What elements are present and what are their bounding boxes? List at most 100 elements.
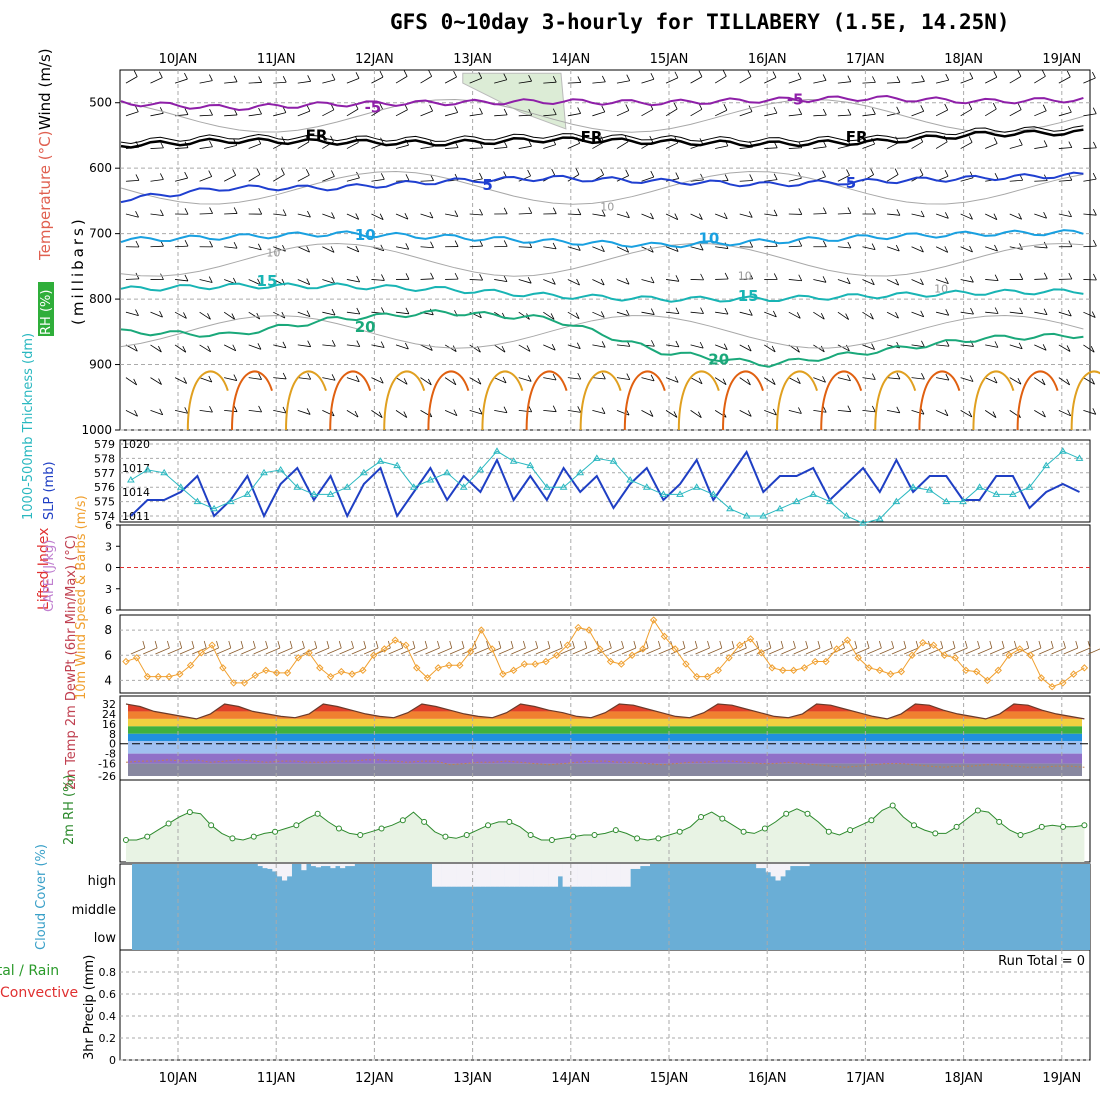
rh-marker — [145, 834, 150, 839]
wind-barb — [838, 82, 851, 83]
rh-marker — [933, 831, 938, 836]
wind-barb — [151, 214, 164, 216]
wind-barb-flag — [823, 109, 826, 115]
wind-barb-flag — [161, 274, 164, 280]
rh-contour-label: 10 — [600, 201, 614, 214]
x-tick-label-bottom: 12JAN — [355, 1071, 394, 1086]
cloud-bar — [442, 864, 447, 887]
wind-barb-flag — [431, 242, 434, 248]
wind10-barb — [990, 648, 1004, 654]
wind10-barb-flag — [990, 641, 992, 648]
wind10-barb-flag — [437, 641, 439, 648]
wind-barb — [789, 410, 802, 413]
wind-barb-flag — [748, 71, 751, 77]
wind-barb — [691, 109, 702, 116]
wind-barb — [1083, 78, 1095, 83]
wind-barb — [200, 115, 213, 116]
wind-barb-flag — [529, 406, 532, 412]
wind-barb — [568, 113, 581, 115]
wind-barb — [642, 79, 654, 83]
cloud-bar — [582, 864, 587, 887]
wind10-barb — [425, 648, 439, 654]
cloud-bar — [601, 864, 606, 887]
wind-barb — [813, 279, 826, 282]
wind-barb-flag — [553, 406, 556, 412]
wind-barb — [740, 77, 751, 84]
rh-marker — [464, 833, 469, 838]
wind-barb-flag — [774, 210, 777, 216]
wind10-barb-flag — [978, 641, 980, 648]
wind10-barb-flag — [1039, 641, 1041, 648]
wind-barb-flag — [210, 207, 213, 213]
wind-barb-flag — [798, 172, 801, 178]
wind-barb — [1034, 247, 1047, 248]
wind-barb — [322, 378, 335, 381]
wind10-barb — [180, 648, 194, 654]
wind-barb — [838, 213, 851, 214]
wind-barb — [592, 112, 604, 116]
wind-barb — [543, 410, 556, 411]
wind10-barb-flag — [536, 641, 538, 648]
wind-barb — [764, 180, 777, 182]
cloud-bar — [596, 864, 601, 887]
x-tick-label-bottom: 15JAN — [650, 1071, 689, 1086]
wind-barb — [126, 279, 139, 280]
wind10-barb-flag — [683, 641, 685, 648]
cloud-bar — [466, 864, 471, 887]
wind-barb — [617, 142, 628, 149]
wind10-barb — [646, 648, 660, 654]
wind-barb — [396, 312, 409, 314]
cloud-bar — [345, 864, 350, 866]
wind-barb — [985, 279, 998, 280]
wind10-barb-flag — [609, 641, 611, 648]
wind-barb — [838, 247, 851, 248]
wind-barb-flag — [234, 242, 237, 248]
wind10-barb-flag — [315, 641, 317, 648]
wind-barb-flag — [136, 174, 139, 180]
wind-barb-flag — [209, 171, 212, 177]
temp-tick-label: -16 — [98, 758, 116, 771]
rh-marker — [869, 818, 874, 823]
wind-barb-flag — [897, 373, 900, 379]
wind-barb — [298, 214, 311, 217]
wind10-barb-flag — [401, 641, 403, 648]
wind-barb — [421, 76, 432, 83]
run-total-label: Run Total = 0 — [998, 954, 1085, 969]
cloud-bar — [587, 864, 592, 887]
cloud-bar — [534, 864, 539, 887]
wind-barb-flag — [872, 208, 875, 214]
wind10-barb-flag — [155, 641, 157, 648]
cloud-bar — [572, 864, 577, 887]
wind-barb — [126, 180, 139, 181]
wind-barb — [249, 175, 260, 182]
wind-barb — [715, 312, 728, 314]
li-tick-label: 0 — [105, 562, 112, 575]
wind-barb-flag — [134, 71, 137, 77]
precip-tick-label: 0.4 — [99, 1010, 117, 1023]
wind-barb — [175, 246, 188, 247]
cloud-bar — [524, 864, 529, 887]
wind10-marker — [123, 659, 129, 665]
temp-band-3 — [128, 726, 1082, 733]
wind10-barb — [217, 648, 231, 654]
wind-barb — [1010, 110, 1021, 116]
wind-barb — [887, 378, 900, 379]
rh-marker — [358, 833, 363, 838]
wind-barb-flag — [995, 308, 998, 314]
wind-barb-flag — [626, 104, 629, 110]
wind10-barb — [1076, 648, 1090, 654]
wind-barb — [912, 345, 925, 347]
wind-barb-flag — [307, 105, 310, 111]
wind-barb-flag — [454, 71, 457, 77]
wind10-barb — [855, 648, 869, 654]
wind10-barb-flag — [302, 641, 304, 648]
wind-barb — [1010, 180, 1023, 181]
x-tick-label-top: 17JAN — [846, 52, 885, 67]
wind-barb-flag — [357, 341, 360, 347]
cloud-bar — [432, 864, 437, 887]
wind-barb-flag — [210, 109, 213, 115]
wind-barb — [543, 378, 556, 380]
wind-barb — [691, 345, 704, 348]
wind-barb-flag — [750, 241, 753, 247]
rh-marker — [294, 823, 299, 828]
